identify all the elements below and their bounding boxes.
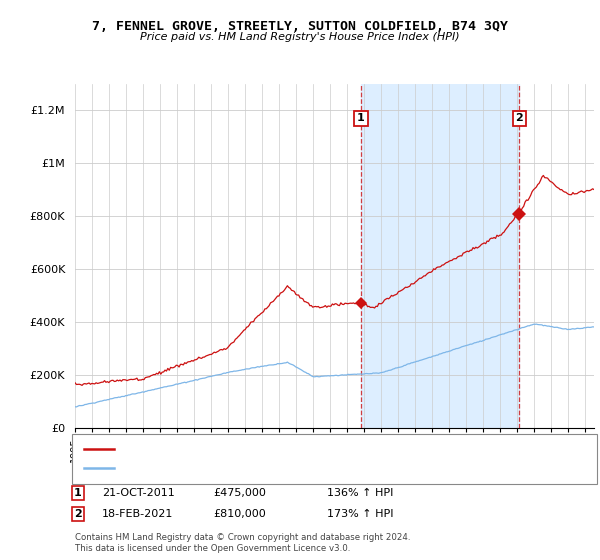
Text: 2: 2 — [515, 114, 523, 123]
Text: 7, FENNEL GROVE, STREETLY, SUTTON COLDFIELD, B74 3QY (detached house): 7, FENNEL GROVE, STREETLY, SUTTON COLDFI… — [120, 444, 503, 454]
Text: 7, FENNEL GROVE, STREETLY, SUTTON COLDFIELD, B74 3QY: 7, FENNEL GROVE, STREETLY, SUTTON COLDFI… — [92, 20, 508, 32]
Text: 2: 2 — [74, 509, 82, 519]
Text: 173% ↑ HPI: 173% ↑ HPI — [327, 509, 394, 519]
Text: 18-FEB-2021: 18-FEB-2021 — [102, 509, 173, 519]
Text: 21-OCT-2011: 21-OCT-2011 — [102, 488, 175, 498]
Text: £810,000: £810,000 — [213, 509, 266, 519]
Text: 1: 1 — [74, 488, 82, 498]
Bar — [361, 84, 520, 428]
Text: 1: 1 — [357, 114, 365, 123]
Text: £475,000: £475,000 — [213, 488, 266, 498]
Text: Price paid vs. HM Land Registry's House Price Index (HPI): Price paid vs. HM Land Registry's House … — [140, 32, 460, 43]
Text: 136% ↑ HPI: 136% ↑ HPI — [327, 488, 394, 498]
Text: Contains HM Land Registry data © Crown copyright and database right 2024.
This d: Contains HM Land Registry data © Crown c… — [75, 533, 410, 553]
Text: HPI: Average price, detached house, Walsall: HPI: Average price, detached house, Wals… — [120, 463, 335, 473]
